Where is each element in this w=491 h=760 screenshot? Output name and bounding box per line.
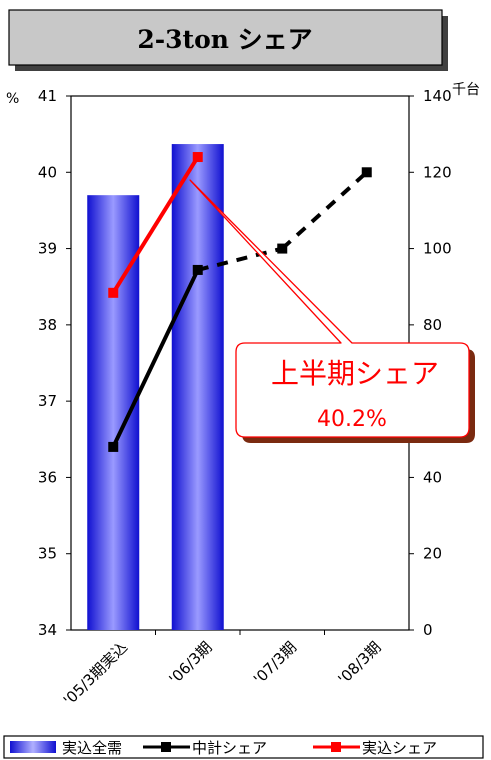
right-axis-unit: 千台 <box>452 82 480 98</box>
legend-item-actual: 実込シェア <box>313 739 437 757</box>
plot-area <box>70 95 410 631</box>
callout-line1: 上半期シェア <box>271 357 439 390</box>
left-axis-unit: % <box>6 91 19 107</box>
x-tick-label: '06/3期 <box>166 638 216 688</box>
legend-label-actual: 実込シェア <box>362 739 437 757</box>
callout-line2: 40.2% <box>317 407 387 432</box>
legend-marker-plan <box>161 742 171 752</box>
legend-label-bar: 実込全需 <box>62 739 122 757</box>
left-tick-label: 38 <box>38 316 57 334</box>
right-tick-label: 20 <box>423 545 442 563</box>
left-tick-label: 39 <box>38 240 57 258</box>
right-tick-label: 140 <box>423 87 452 105</box>
x-tick-label: '08/3期 <box>335 638 385 688</box>
legend-marker-actual <box>331 742 341 752</box>
plan-share-point <box>192 264 203 275</box>
plan-share-segment <box>197 246 283 272</box>
left-tick-label: 35 <box>38 545 57 563</box>
x-axis-ticks: '05/3期実込 '06/3期 '07/3期 '08/3期 <box>60 630 385 709</box>
right-tick-label: 40 <box>423 468 442 486</box>
right-tick-label: 100 <box>423 240 452 258</box>
legend-label-plan: 中計シェア <box>192 739 267 757</box>
legend-item-plan: 中計シェア <box>143 739 267 757</box>
plan-share-point <box>361 167 372 178</box>
title-box: 2-3ton シェア <box>8 9 448 71</box>
left-tick-label: 41 <box>38 87 57 105</box>
plan-share-point <box>277 243 288 254</box>
right-axis-ticks: 020406080100120140 <box>409 87 452 639</box>
left-tick-label: 36 <box>38 468 57 486</box>
chart-title: 2-3ton シェア <box>137 25 312 54</box>
legend: 実込全需 中計シェア 実込シェア <box>3 735 484 759</box>
bar <box>171 144 224 630</box>
plan-share-point <box>108 441 119 452</box>
actual-share-point <box>192 152 203 163</box>
actual-share-point <box>108 287 119 298</box>
legend-item-bar: 実込全需 <box>10 739 122 757</box>
right-tick-label: 80 <box>423 316 442 334</box>
left-tick-label: 37 <box>38 392 57 410</box>
left-tick-label: 34 <box>38 621 57 639</box>
right-tick-label: 0 <box>423 621 433 639</box>
right-tick-label: 120 <box>423 163 452 181</box>
left-tick-label: 40 <box>38 163 57 181</box>
left-axis-ticks: 34 35 36 37 38 39 40 41 <box>38 87 71 639</box>
plan-share-segment <box>280 170 369 251</box>
x-tick-label: '07/3期 <box>250 638 300 688</box>
plan-share-segment <box>111 269 200 448</box>
x-tick-label: '05/3期実込 <box>60 638 131 709</box>
actual-share-segment <box>111 155 200 294</box>
legend-swatch-bar <box>10 741 56 753</box>
callout: 上半期シェア 40.2% <box>189 179 475 443</box>
